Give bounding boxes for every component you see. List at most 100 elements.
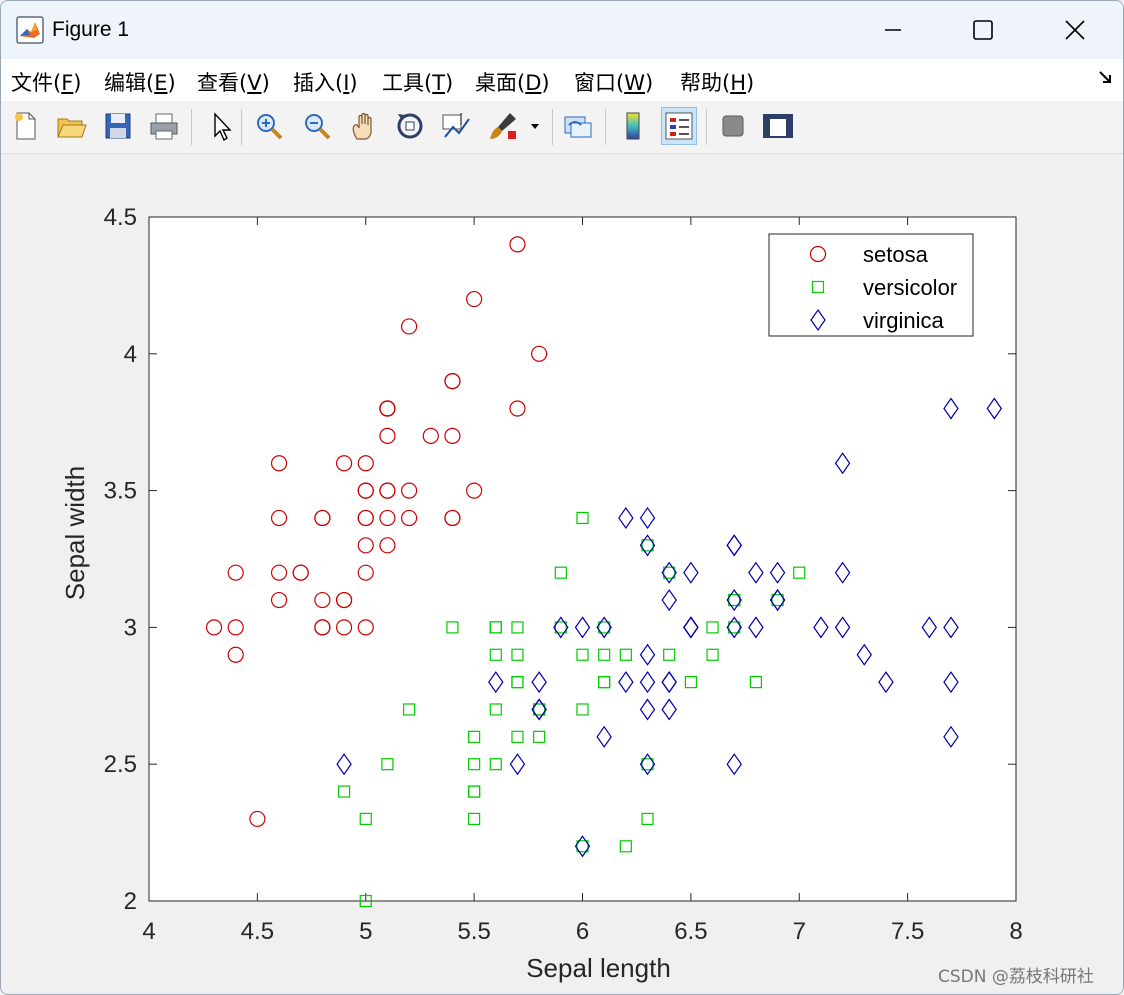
menu-item-t[interactable]: 工具(T) [382,71,454,95]
virginica-point [813,616,829,639]
print-button[interactable] [146,107,182,145]
zoom-in-icon [257,114,283,140]
brush-button[interactable] [485,107,521,145]
x-tick-label: 4 [142,918,155,945]
menu-item-f[interactable]: 文件(F) [11,71,82,95]
versicolor-point [771,593,784,607]
virginica-point [661,671,677,694]
menu-item-e[interactable]: 编辑(E) [104,71,176,95]
setosa-point [314,619,331,636]
colorbar-button[interactable] [615,107,651,145]
setosa-point [205,619,223,636]
legend-marker-setosa [809,245,827,263]
setosa-point [401,509,418,527]
setosa-point [249,810,266,828]
maximize-icon [973,20,993,40]
hide-plot-tools-button[interactable] [715,107,751,145]
save-button[interactable] [100,107,136,145]
versicolor-point [728,621,741,634]
zoom-out-button[interactable] [299,107,335,145]
versicolor-point [489,621,502,634]
setosa-point [227,646,244,663]
setosa-point [444,427,461,444]
setosa-point [422,427,439,444]
setosa-point [379,482,396,499]
versicolor-point [728,593,741,607]
title-bar[interactable]: Figure 1 [1,1,1123,59]
menu-item-w[interactable]: 窗口(W) [574,71,654,95]
close-button[interactable] [1029,1,1121,59]
virginica-point [639,671,656,694]
minimize-button[interactable] [847,1,939,59]
versicolor-point [511,730,524,743]
setosa-point [357,509,374,527]
figure-canvas[interactable]: 4 4.5 5 5.5 6 6.5 7 7.5 8 2 2.5 3 3.5 4 4.5 Sepal lengt… [1,154,1123,994]
versicolor-point [641,812,654,826]
legend-marker-virginica [810,308,826,332]
versicolor-point [511,621,524,634]
virginica-point [943,397,959,420]
scatter-chart[interactable]: 4 4.5 5 5.5 6 6.5 7 7.5 8 2 2.5 3 3.5 4 4.5 Sepal lengt… [1,154,1123,994]
setosa-point [335,455,353,472]
rotate-3d-button[interactable] [392,107,428,145]
minimize-icon [885,29,901,31]
versicolor-point [468,758,481,771]
versicolor-point [706,648,719,661]
setosa-point [466,482,483,499]
pan-button[interactable] [346,107,382,145]
versicolor-point [511,648,524,661]
link-plot-button[interactable] [560,107,596,145]
zoom-in-button[interactable] [251,107,287,145]
virginica-point [509,753,526,776]
legend-button[interactable] [661,107,697,145]
versicolor-point [641,758,654,771]
colorbar-icon [626,112,640,140]
virginica-point [596,725,612,748]
matlab-logo-icon [16,16,44,44]
menu-item-v[interactable]: 查看(V) [197,71,270,95]
open-file-button[interactable] [53,107,89,145]
virginica-point [769,588,786,612]
virginica-point [834,452,851,475]
virginica-point [488,671,504,694]
virginica-point [639,534,656,557]
pointer-button[interactable] [202,107,238,145]
y-axis-label: Sepal width [60,466,90,600]
legend-label-virginica: virginica [863,308,944,333]
virginica-point [856,643,873,666]
versicolor-point [576,511,589,525]
data-cursor-button[interactable] [438,107,474,145]
maximize-button[interactable] [937,1,1029,59]
virginica-point [661,561,677,584]
versicolor-point [684,676,697,689]
show-plot-tools-button[interactable] [760,107,796,145]
setosa-point [270,591,288,609]
open-file-icon [57,118,87,138]
x-tick-label: 6.5 [674,918,707,945]
virginica-point [943,671,959,694]
legend-label-setosa: setosa [863,242,929,267]
brush-dropdown-button[interactable] [526,107,544,145]
menu-item-h[interactable]: 帮助(H) [680,71,755,95]
setosa-point [227,619,244,636]
dock-figure-icon[interactable] [1097,69,1115,87]
y-tick-label: 4 [124,341,137,368]
setosa-point [357,455,374,472]
virginica-point [661,588,677,612]
menu-item-i[interactable]: 插入(I) [293,71,358,95]
setosa-point [292,564,309,581]
menu-item-d[interactable]: 桌面(D) [475,71,550,95]
new-figure-button[interactable] [8,107,44,145]
versicolor-point [359,894,372,908]
versicolor-point [619,840,632,853]
setosa-point [379,509,396,527]
toolbar-separator [706,109,707,145]
setosa-point [444,373,461,390]
y-tick-label: 4.5 [104,204,137,231]
virginica-point [596,616,612,639]
y-tick-label: 2.5 [104,751,137,778]
y-tick-label: 2 [124,888,137,915]
save-icon [105,113,131,139]
x-tick-label: 8 [1009,918,1022,945]
